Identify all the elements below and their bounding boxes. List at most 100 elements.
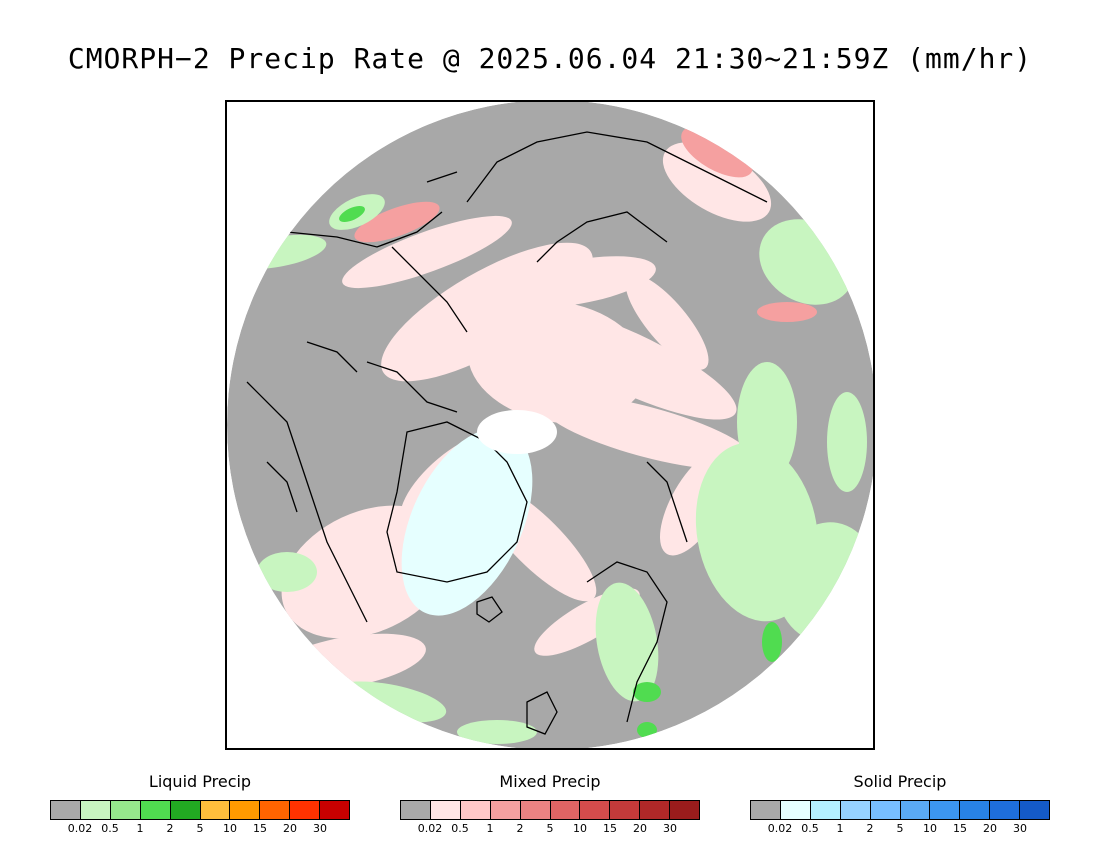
solid-tick-label: 0.02 <box>767 822 793 835</box>
solid-swatch <box>990 801 1021 819</box>
coastline-layer <box>246 131 768 735</box>
coastline <box>646 461 688 543</box>
legend-mixed-ticks: 0.02 0.5 1 2 5 10 15 20 30 <box>400 822 700 838</box>
liquid-swatch <box>110 801 141 819</box>
solid-swatch <box>960 801 991 819</box>
liquid-precip-core <box>633 682 661 702</box>
mixed-swatch <box>580 801 611 819</box>
mixed-swatch <box>401 801 431 819</box>
liquid-swatch <box>51 801 81 819</box>
liquid-swatch <box>170 801 201 819</box>
liquid-swatch <box>320 801 350 819</box>
liquid-tick-label: 10 <box>223 822 237 835</box>
solid-tick-label: 0.5 <box>801 822 819 835</box>
mixed-tick-label: 10 <box>573 822 587 835</box>
liquid-precip-core <box>637 722 657 738</box>
solid-tick-label: 30 <box>1013 822 1027 835</box>
liquid-swatch <box>290 801 321 819</box>
map-disc <box>227 102 873 748</box>
solid-tick-label: 10 <box>923 822 937 835</box>
legend-liquid-ticks: 0.02 0.5 1 2 5 10 15 20 30 <box>50 822 350 838</box>
mixed-tick-label: 2 <box>516 822 524 835</box>
solid-swatch <box>751 801 781 819</box>
solid-tick-label: 5 <box>896 822 904 835</box>
legend-liquid-title: Liquid Precip <box>148 772 252 791</box>
liquid-swatch <box>80 801 111 819</box>
coastline <box>366 361 458 413</box>
mixed-precip-area <box>540 394 754 470</box>
mixed-swatch <box>670 801 700 819</box>
solid-swatch <box>810 801 841 819</box>
legend-solid-title: Solid Precip <box>853 772 947 791</box>
mixed-tick-label: 5 <box>546 822 554 835</box>
coastline <box>266 461 298 513</box>
solid-swatch <box>1020 801 1050 819</box>
solid-swatch <box>900 801 931 819</box>
liquid-tick-label: 15 <box>253 822 267 835</box>
liquid-tick-label: 5 <box>196 822 204 835</box>
coastline <box>391 246 468 333</box>
coastline <box>286 211 443 248</box>
mixed-tick-label: 0.5 <box>451 822 469 835</box>
mixed-precip-area <box>342 215 512 289</box>
legend-solid: Solid Precip 0.02 0.5 1 2 5 10 15 20 30 <box>750 772 1050 838</box>
liquid-precip-area <box>827 392 867 492</box>
liquid-swatch <box>200 801 231 819</box>
mixed-tick-label: 0.02 <box>417 822 443 835</box>
mixed-tick-label: 1 <box>486 822 494 835</box>
mixed-swatch <box>640 801 671 819</box>
mixed-tick-label: 30 <box>663 822 677 835</box>
liquid-tick-label: 30 <box>313 822 327 835</box>
coastline <box>306 341 358 373</box>
mixed-precip-core <box>354 201 440 243</box>
liquid-precip-area <box>737 362 797 482</box>
liquid-precip-area <box>457 720 537 744</box>
solid-tick-label: 2 <box>866 822 874 835</box>
mixed-swatch <box>520 801 551 819</box>
solid-tick-label: 1 <box>836 822 844 835</box>
mixed-precip-core <box>757 302 817 322</box>
chart-title: CMORPH−2 Precip Rate @ 2025.06.04 21:30~… <box>67 42 1033 75</box>
coastline <box>536 211 668 263</box>
mixed-swatch <box>460 801 491 819</box>
mixed-tick-label: 15 <box>603 822 617 835</box>
mixed-swatch <box>550 801 581 819</box>
north-pole-data-gap <box>477 410 557 454</box>
liquid-tick-label: 0.02 <box>67 822 93 835</box>
legend-solid-bar <box>750 800 1050 820</box>
coastline <box>246 381 368 623</box>
mixed-tick-label: 20 <box>633 822 647 835</box>
mixed-precip-area <box>662 142 772 222</box>
liquid-tick-label: 0.5 <box>101 822 119 835</box>
legend-solid-ticks: 0.02 0.5 1 2 5 10 15 20 30 <box>750 822 1050 838</box>
mixed-precip-core <box>681 126 753 178</box>
legend-mixed-bar <box>400 800 700 820</box>
british-isles-coastline <box>526 691 558 735</box>
liquid-tick-label: 20 <box>283 822 297 835</box>
liquid-swatch <box>140 801 171 819</box>
liquid-swatch <box>260 801 291 819</box>
solid-swatch <box>840 801 871 819</box>
solid-swatch <box>870 801 901 819</box>
bering-line <box>426 171 458 183</box>
mixed-swatch <box>430 801 461 819</box>
solid-swatch <box>780 801 811 819</box>
mixed-precip-area <box>498 256 656 308</box>
liquid-precip-core <box>339 205 365 223</box>
scandinavia-coastline <box>586 561 668 723</box>
solid-swatch <box>930 801 961 819</box>
mixed-swatch <box>490 801 521 819</box>
legend-liquid: Liquid Precip 0.02 0.5 1 2 5 10 15 20 30 <box>50 772 350 838</box>
mixed-precip-area <box>517 304 737 420</box>
liquid-tick-label: 2 <box>166 822 174 835</box>
mixed-swatch <box>610 801 641 819</box>
coastline <box>466 131 768 203</box>
solid-tick-label: 15 <box>953 822 967 835</box>
iceland-coastline <box>476 596 503 623</box>
precip-layer <box>227 126 873 744</box>
liquid-tick-label: 1 <box>136 822 144 835</box>
legend-mixed: Mixed Precip 0.02 0.5 1 2 5 10 15 20 30 <box>400 772 700 838</box>
solid-tick-label: 20 <box>983 822 997 835</box>
mixed-precip-area <box>625 274 709 370</box>
liquid-precip-core <box>762 622 782 662</box>
